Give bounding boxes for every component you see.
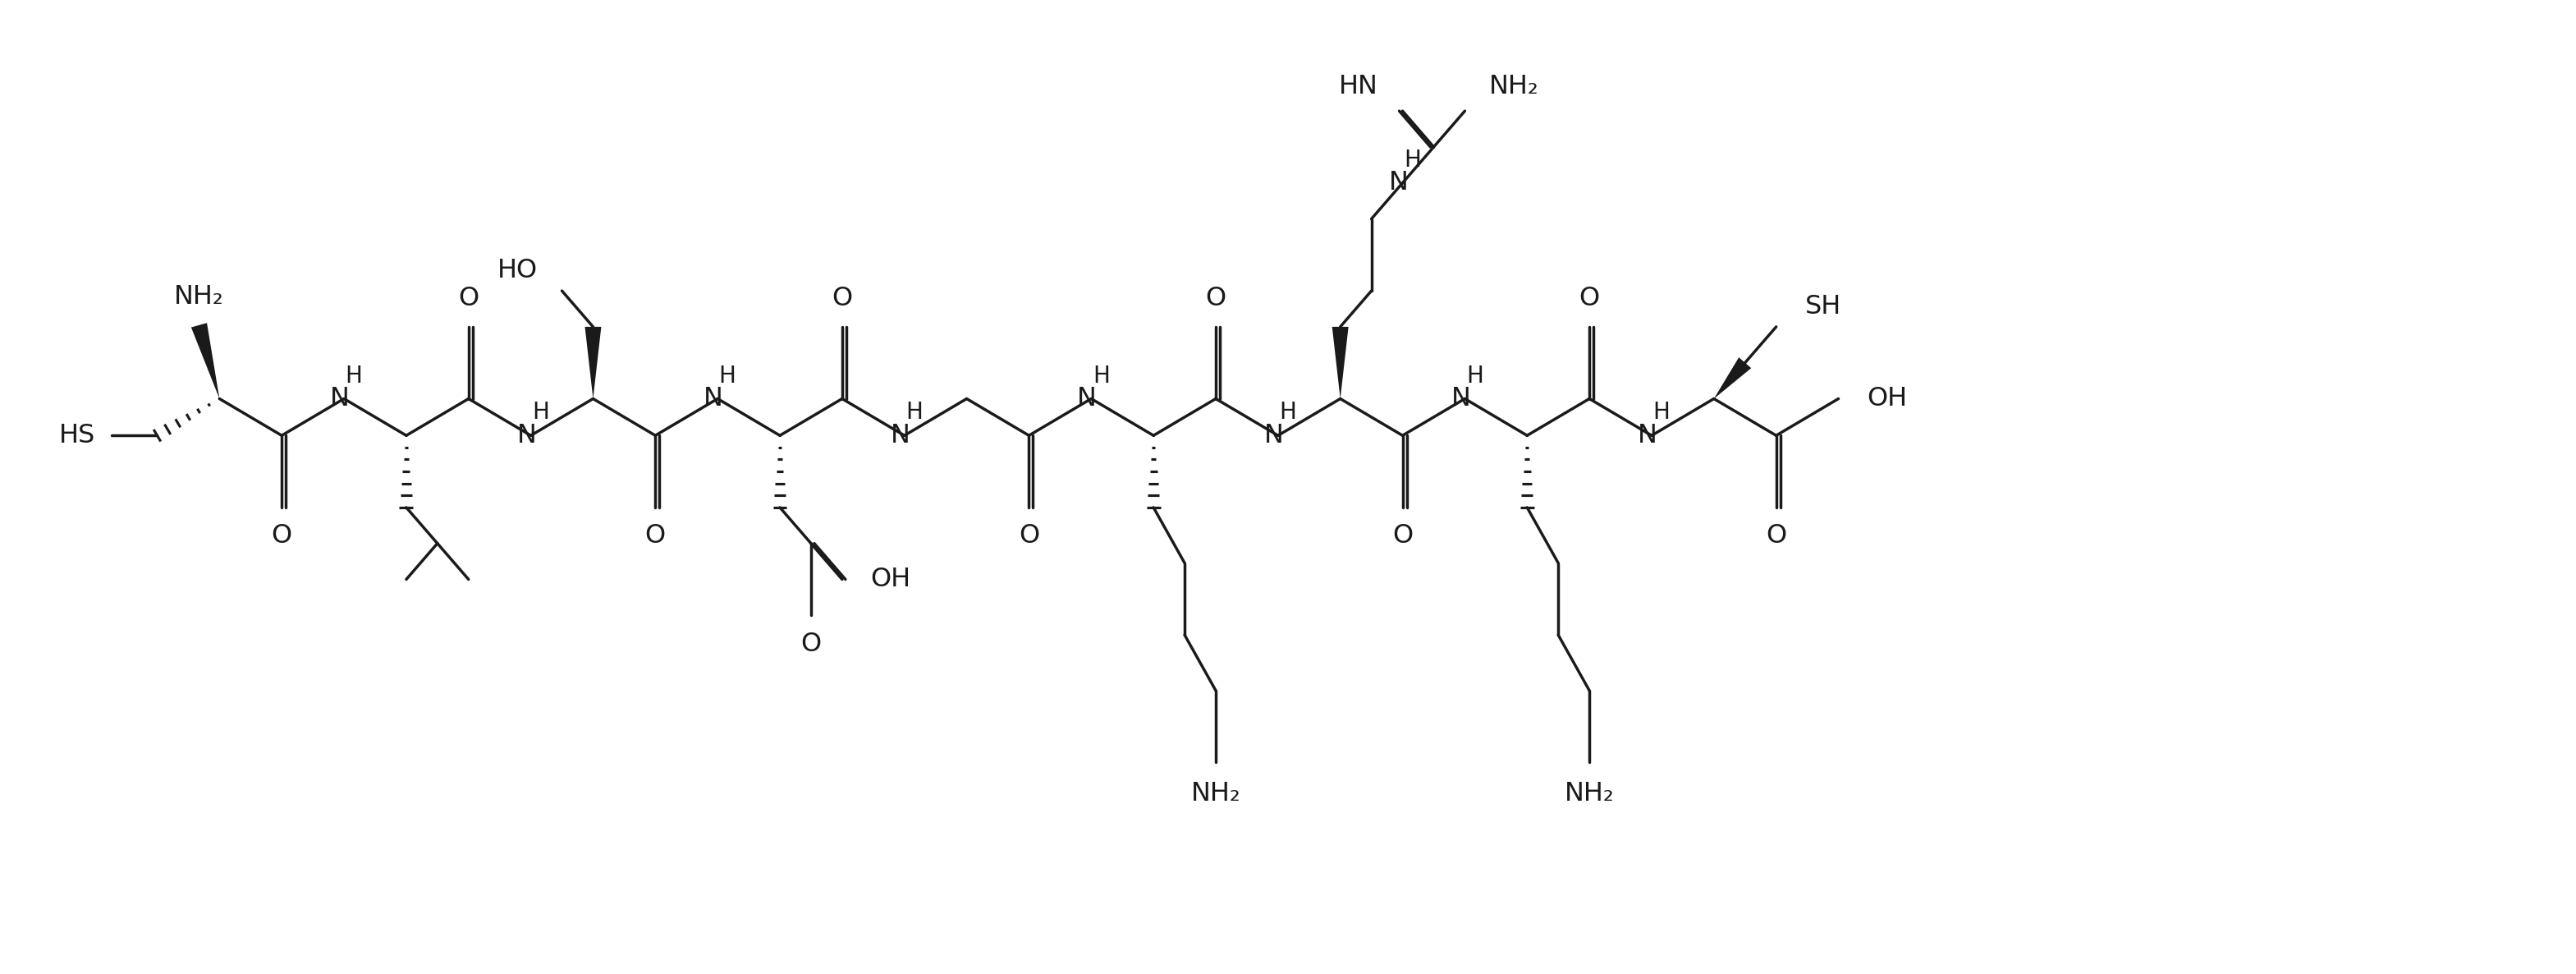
- Text: H: H: [1280, 401, 1296, 424]
- Text: OH: OH: [871, 567, 912, 592]
- Text: HN: HN: [1340, 74, 1378, 99]
- Text: H: H: [1654, 401, 1669, 424]
- Text: NH₂: NH₂: [175, 283, 224, 310]
- Text: OH: OH: [1868, 386, 1906, 411]
- Text: O: O: [832, 285, 853, 311]
- Text: N: N: [1077, 386, 1097, 411]
- Text: N: N: [703, 386, 724, 411]
- Text: O: O: [644, 523, 665, 548]
- Text: NH₂: NH₂: [1190, 781, 1242, 806]
- Text: H: H: [1466, 364, 1484, 388]
- Text: O: O: [1391, 523, 1412, 548]
- Text: HS: HS: [59, 423, 95, 448]
- Text: HO: HO: [497, 258, 538, 283]
- Text: N: N: [1265, 423, 1283, 448]
- Text: H: H: [719, 364, 737, 388]
- Text: N: N: [1638, 423, 1656, 448]
- Text: N: N: [891, 423, 909, 448]
- Text: O: O: [1206, 285, 1226, 311]
- Text: H: H: [345, 364, 363, 388]
- Text: O: O: [459, 285, 479, 311]
- Text: NH₂: NH₂: [1564, 781, 1615, 806]
- Text: H: H: [533, 401, 549, 424]
- Text: O: O: [801, 631, 822, 656]
- Polygon shape: [585, 327, 600, 398]
- Polygon shape: [191, 323, 219, 398]
- Text: SH: SH: [1806, 293, 1842, 319]
- Text: N: N: [518, 423, 536, 448]
- Text: N: N: [1388, 170, 1409, 196]
- Text: H: H: [1092, 364, 1110, 388]
- Text: H: H: [907, 401, 922, 424]
- Text: N: N: [330, 386, 350, 411]
- Text: O: O: [1767, 523, 1788, 548]
- Polygon shape: [1713, 357, 1752, 398]
- Text: H: H: [1404, 149, 1422, 171]
- Text: NH₂: NH₂: [1489, 74, 1540, 99]
- Text: N: N: [1450, 386, 1471, 411]
- Polygon shape: [1332, 327, 1347, 398]
- Text: O: O: [270, 523, 291, 548]
- Text: O: O: [1018, 523, 1038, 548]
- Text: O: O: [1579, 285, 1600, 311]
